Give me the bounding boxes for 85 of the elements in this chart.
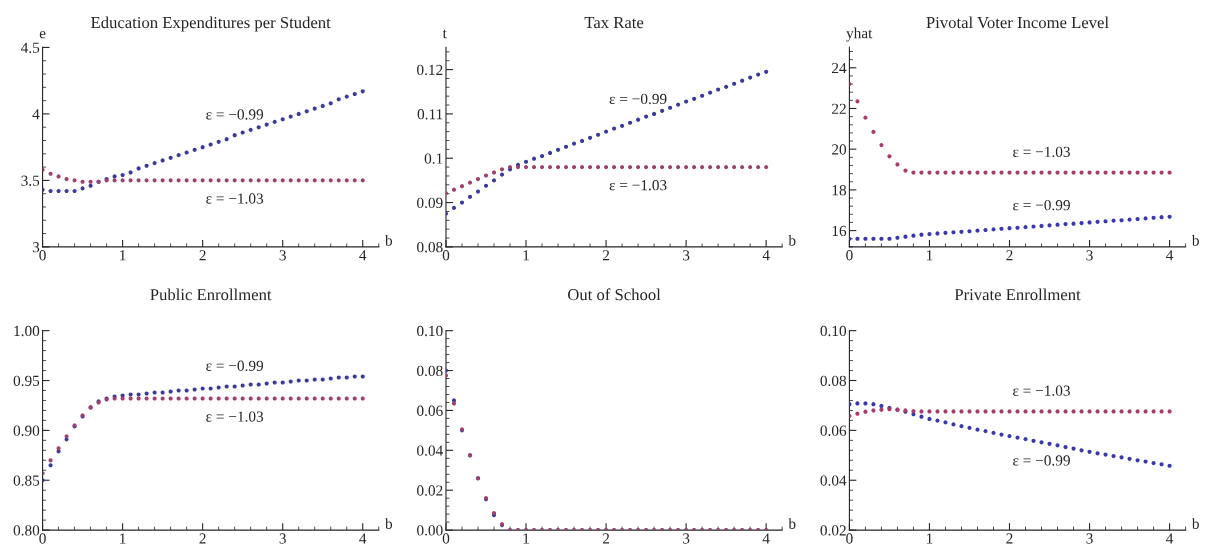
y-tick-label: 0.08 (417, 365, 443, 377)
y-tick-label: 3.5 (21, 175, 40, 186)
y-tick-label: 0.11 (417, 109, 443, 120)
x-tick-label: 4 (1166, 533, 1174, 544)
y-tick-label: 0.00 (417, 525, 443, 536)
chart-title: Pivotal Voter Income Level (926, 16, 1109, 29)
y-tick-label: 3 (32, 242, 40, 253)
series-label: ε = −0.99 (1013, 455, 1070, 466)
y-tick-label: 18 (832, 185, 847, 196)
series-label: ε = −1.03 (609, 180, 667, 191)
y-tick-label: 0.09 (417, 197, 443, 209)
y-tick-label: 0.04 (417, 445, 443, 456)
y-tick-label: 24 (832, 62, 847, 74)
x-tick-label: 0 (442, 250, 450, 261)
y-tick-label: 0.1 (424, 153, 443, 164)
x-tick-label: 0 (39, 533, 46, 544)
series-label: ε = −1.03 (1013, 385, 1070, 396)
y-tick-label: 0.08 (820, 375, 847, 387)
x-tick-label: 0 (39, 250, 46, 261)
x-tick-label: 3 (279, 250, 286, 261)
chart-title: Tax Rate (584, 17, 644, 29)
x-tick-label: 3 (1086, 250, 1093, 261)
series-label: ε = −0.99 (206, 109, 264, 120)
series-label: ε = −0.99 (609, 93, 667, 105)
y-tick-label: 0.04 (820, 475, 847, 486)
y-tick-label: 22 (832, 103, 846, 114)
x-tick-label: 2 (1006, 533, 1013, 544)
x-tick-label: 0 (846, 250, 853, 261)
x-axis-title: b (1191, 518, 1199, 529)
y-tick-label: 16 (832, 225, 847, 237)
x-tick-label: 1 (926, 250, 933, 261)
y-tick-label: 1.00 (14, 325, 40, 337)
x-tick-label: 2 (1006, 250, 1013, 261)
x-tick-label: 1 (523, 533, 529, 544)
x-tick-label: 1 (120, 250, 126, 261)
y-axis-title: yhat (846, 27, 873, 42)
x-tick-label: 1 (926, 533, 933, 544)
y-tick-label: 0.10 (417, 325, 443, 337)
chart-title: Out of School (568, 288, 661, 301)
x-tick-label: 3 (279, 533, 286, 544)
y-tick-label: 0.80 (13, 525, 40, 536)
y-tick-label: 0.90 (13, 425, 40, 436)
series-label: ε = −0.99 (1013, 200, 1070, 211)
x-tick-label: 1 (120, 533, 126, 544)
x-tick-label: 3 (683, 533, 690, 544)
x-tick-label: 0 (442, 533, 450, 544)
x-tick-label: 0 (846, 533, 853, 544)
x-tick-label: 4 (762, 533, 770, 544)
y-tick-label: 4 (32, 109, 40, 120)
y-tick-label: 0.08 (417, 242, 443, 253)
chart-title: Public Enrollment (150, 288, 272, 301)
y-tick-label: 0.06 (417, 405, 443, 416)
chart-title: Private Enrollment (954, 288, 1081, 301)
x-tick-label: 3 (683, 250, 690, 261)
y-tick-label: 0.10 (820, 325, 847, 337)
y-tick-label: 20 (832, 144, 847, 155)
y-tick-label: 0.95 (13, 375, 40, 387)
y-tick-label: 0.06 (820, 425, 847, 436)
x-tick-label: 2 (602, 250, 610, 261)
x-axis-title: b (385, 518, 393, 529)
x-tick-label: 2 (602, 533, 610, 544)
x-tick-label: 1 (523, 250, 529, 261)
x-tick-label: 4 (359, 533, 367, 544)
y-axis-title: t (442, 29, 447, 39)
y-tick-label: 0.02 (417, 485, 443, 496)
x-tick-label: 4 (762, 250, 770, 261)
x-axis-title: b (1191, 234, 1199, 246)
x-tick-label: 4 (359, 250, 367, 261)
x-axis-title: b (788, 518, 796, 529)
x-tick-label: 2 (199, 250, 206, 261)
series-label: ε = −1.03 (206, 193, 264, 204)
series-label: ε = −0.99 (206, 360, 264, 371)
series-label: ε = −1.03 (1013, 146, 1070, 158)
x-tick-label: 3 (1086, 533, 1093, 544)
x-axis-title: b (385, 234, 393, 246)
x-axis-title: b (788, 234, 796, 246)
y-tick-label: 0.12 (417, 64, 443, 76)
x-tick-label: 4 (1166, 250, 1174, 261)
x-tick-label: 2 (199, 533, 206, 544)
chart-title: Education Expenditures per Student (91, 16, 331, 32)
y-tick-label: 0.85 (13, 475, 40, 486)
y-tick-label: 0.02 (820, 525, 846, 536)
y-tick-label: 4.5 (20, 42, 40, 53)
series-label: ε = −1.03 (206, 411, 264, 422)
y-axis-title: e (39, 30, 46, 39)
